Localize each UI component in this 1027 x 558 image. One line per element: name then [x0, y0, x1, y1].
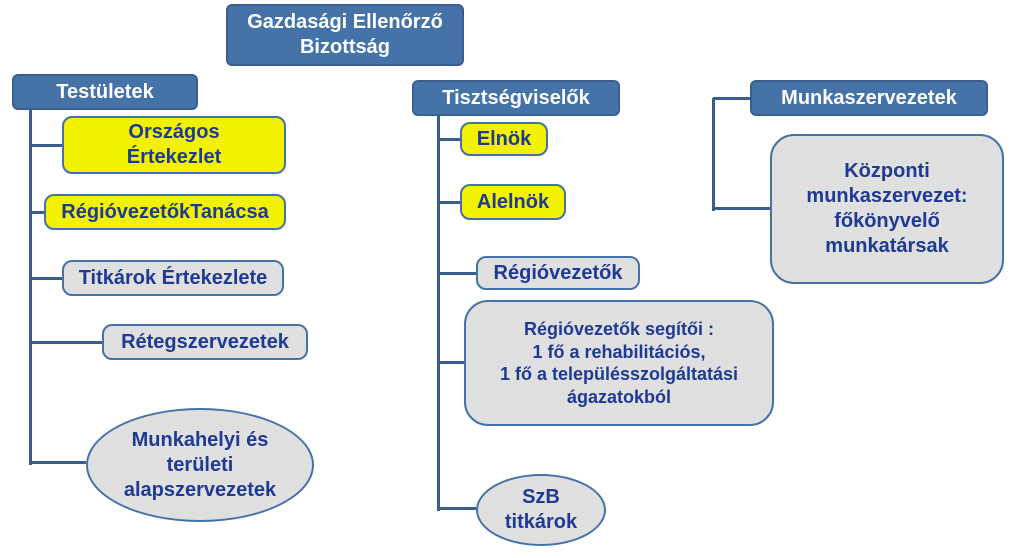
node-label: Titkárok Értekezlete — [79, 266, 268, 291]
connector-11 — [438, 507, 476, 510]
node-top_center: Gazdasági Ellenőrző Bizottság — [226, 4, 464, 66]
node-label: Régióvezetők — [494, 261, 623, 286]
connector-5 — [30, 461, 86, 464]
connector-3 — [30, 277, 62, 280]
node-col3_big: Központi munkaszervezet: főkönyvelő munk… — [770, 134, 1004, 284]
node-label: Központi munkaszervezet: főkönyvelő munk… — [806, 159, 967, 259]
node-col2_ellipse: SzB titkárok — [476, 474, 606, 546]
node-col2_n1: Elnök — [460, 122, 548, 156]
connector-1 — [30, 144, 62, 147]
node-col2_n2: Alelnök — [460, 184, 566, 220]
node-label: Munkahelyi és területi alapszervezetek — [124, 428, 276, 503]
connector-8 — [438, 201, 460, 204]
connector-13 — [712, 98, 715, 211]
connector-6 — [437, 116, 440, 511]
connector-10 — [438, 361, 464, 364]
connector-4 — [30, 341, 102, 344]
node-label: RégióvezetőkTanácsa — [61, 200, 269, 225]
node-label: Elnök — [477, 127, 531, 152]
node-label: Rétegszervezetek — [121, 330, 289, 355]
connector-2 — [30, 211, 44, 214]
connector-0 — [29, 110, 32, 465]
node-col1_n4: Rétegszervezetek — [102, 324, 308, 360]
node-label: Testületek — [56, 80, 153, 105]
node-col1_n3: Titkárok Értekezlete — [62, 260, 284, 296]
node-label: Régióvezetők segítői : 1 fő a rehabilitá… — [500, 318, 738, 408]
node-label: Tisztségviselők — [442, 86, 589, 111]
node-label: Országos Értekezlet — [127, 120, 222, 170]
node-label: SzB titkárok — [505, 485, 577, 535]
connector-9 — [438, 272, 476, 275]
node-col3_header: Munkaszervezetek — [750, 80, 988, 116]
node-col1_n2: RégióvezetőkTanácsa — [44, 194, 286, 230]
connector-12 — [713, 97, 750, 100]
node-col1_header: Testületek — [12, 74, 198, 110]
node-col1_ellipse: Munkahelyi és területi alapszervezetek — [86, 408, 314, 522]
node-col1_n1: Országos Értekezlet — [62, 116, 286, 174]
node-col2_header: Tisztségviselők — [412, 80, 620, 116]
node-label: Gazdasági Ellenőrző Bizottság — [247, 10, 443, 60]
node-col2_n3: Régióvezetők — [476, 256, 640, 290]
connector-14 — [713, 207, 770, 210]
node-label: Munkaszervezetek — [781, 86, 957, 111]
connector-7 — [438, 138, 460, 141]
node-col2_big: Régióvezetők segítői : 1 fő a rehabilitá… — [464, 300, 774, 426]
node-label: Alelnök — [477, 190, 549, 215]
